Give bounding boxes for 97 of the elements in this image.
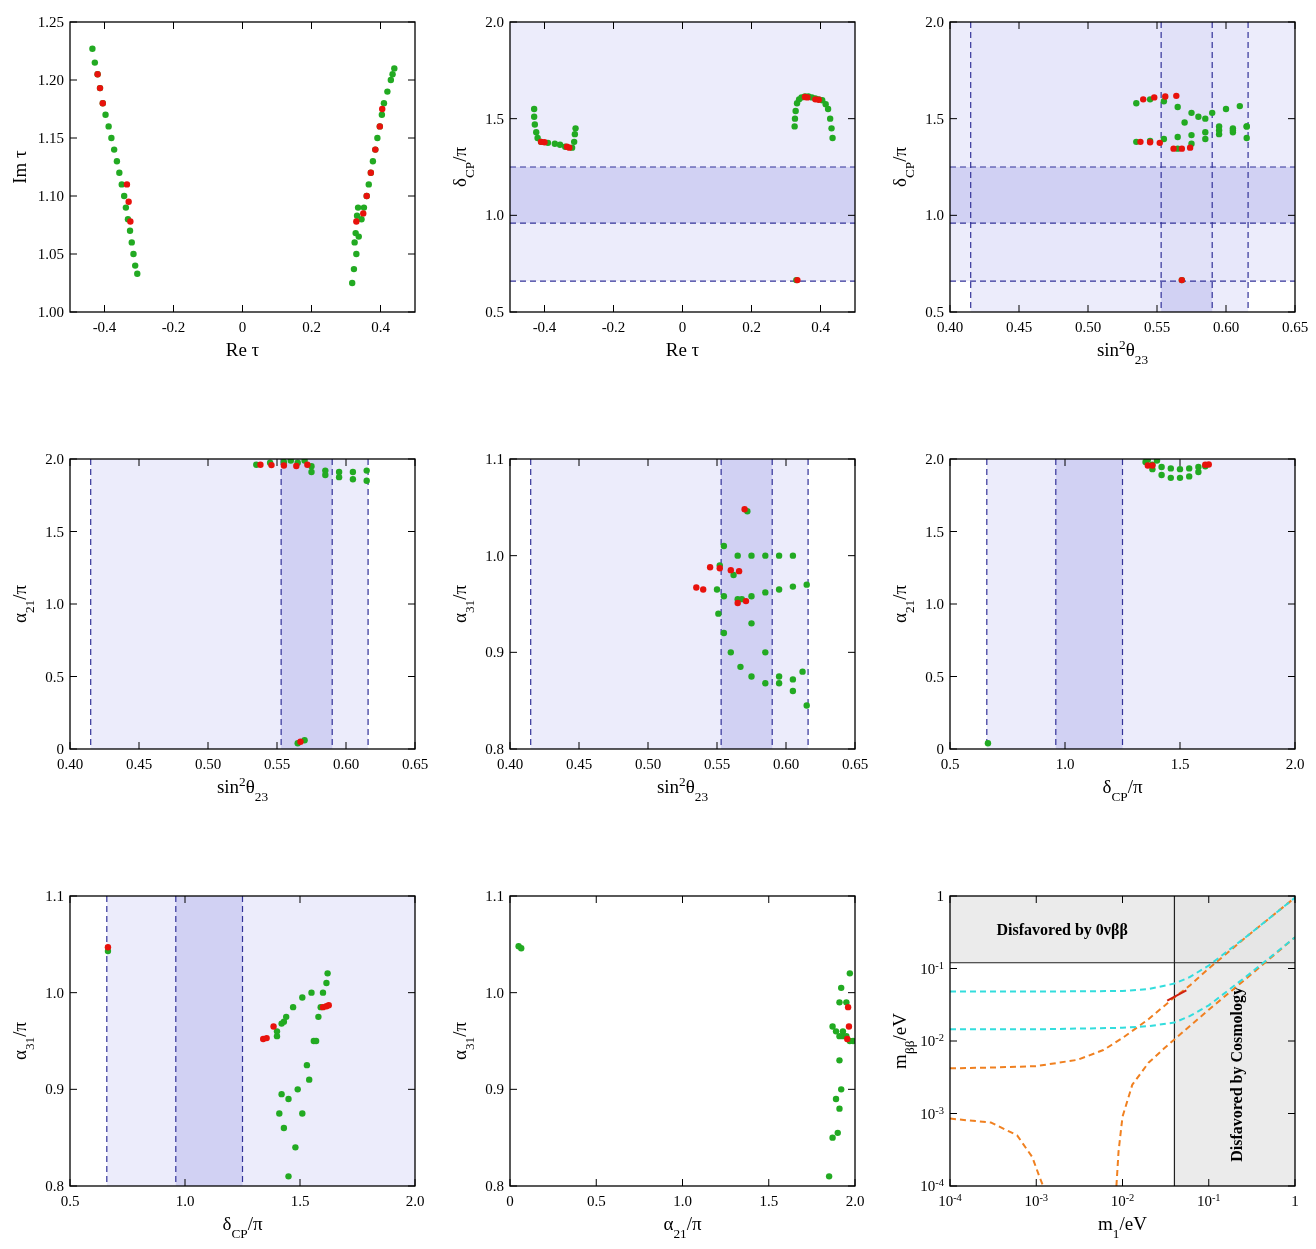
y-tick-label: 2.0	[925, 451, 944, 467]
y-tick-label: 0.5	[485, 304, 504, 320]
band-label: Disfavored by Cosmology	[1227, 986, 1246, 1162]
x-tick-label: -0.4	[92, 319, 117, 335]
x-tick-label: 1.0	[175, 1193, 195, 1209]
y-tick-label: 0.8	[45, 1178, 64, 1194]
x-tick-label: 0.2	[742, 319, 761, 335]
x-tick-label: 0.4	[811, 319, 831, 335]
x-tick-label: 0.40	[56, 756, 84, 772]
y-tick-label: 10$^{-1}$	[920, 959, 944, 977]
x-tick-label: 0.5	[60, 1193, 80, 1209]
y-axis-title: Im τ	[9, 149, 30, 184]
y-tick-label: 1.0	[485, 984, 504, 1001]
y-tick-label: 10$^{-2}$	[920, 1031, 944, 1049]
x-axis-title: m$_{1}$/eV	[1098, 1213, 1148, 1241]
y-tick-label: 0	[936, 741, 944, 757]
y-tick-label: 0.8	[485, 741, 504, 757]
x-tick-label: 0.65	[841, 756, 869, 772]
y-tick-label: 1.00	[37, 304, 64, 320]
y-tick-label: 1.0	[925, 207, 944, 224]
x-tick-label: 0.45	[1005, 319, 1033, 335]
y-tick-label: 0.5	[925, 304, 944, 320]
x-tick-label: 0.45	[565, 756, 593, 772]
x-axis-title: Re τ	[225, 339, 260, 360]
x-tick-label: 0.45	[125, 756, 153, 772]
x-axis-title: δ$_{CP}$/π	[222, 1213, 263, 1241]
x-axis-title: sin$^{2}$θ$_{23}$	[656, 773, 709, 804]
y-tick-label: 1.10	[37, 188, 64, 204]
x-tick-label: 1.0	[1055, 756, 1075, 772]
y-tick-label: 1.5	[925, 110, 944, 127]
y-tick-label: 1.25	[37, 14, 64, 30]
y-tick-label: 0.9	[485, 1081, 504, 1098]
x-axis-title: δ$_{CP}$/π	[1102, 776, 1143, 804]
y-tick-label: 0.5	[925, 668, 944, 685]
x-tick-label: 0.60	[772, 756, 800, 772]
y-tick-label: 1.0	[45, 984, 64, 1001]
x-tick-label: 1	[1291, 1193, 1299, 1209]
x-tick-label: 10$^{-2}$	[1110, 1191, 1135, 1209]
y-tick-label: 2.0	[925, 14, 944, 30]
x-tick-label: -0.2	[601, 319, 626, 335]
x-tick-label: 1.5	[1170, 756, 1190, 772]
x-tick-label: 0.55	[1143, 319, 1171, 335]
y-tick-label: 1.1	[485, 451, 504, 467]
x-tick-label: 0.55	[703, 756, 731, 772]
x-axis-title: sin$^{2}$θ$_{23}$	[1096, 336, 1149, 367]
x-tick-label: 0.50	[1074, 319, 1102, 335]
y-tick-label: 0.9	[485, 644, 504, 661]
x-tick-label: 0.40	[936, 319, 964, 335]
x-tick-label: 2.0	[845, 1193, 865, 1209]
y-tick-label: 0.9	[45, 1081, 64, 1098]
x-tick-label: 0.55	[263, 756, 291, 772]
x-tick-label: -0.4	[532, 319, 557, 335]
y-tick-label: 1.1	[45, 888, 64, 904]
x-tick-label: 1.5	[290, 1193, 310, 1209]
y-tick-label: 10$^{-4}$	[920, 1176, 945, 1194]
x-tick-label: 0.60	[332, 756, 360, 772]
y-tick-label: 2.0	[45, 451, 64, 467]
x-tick-label: 0	[506, 1193, 514, 1209]
y-tick-label: 1.1	[485, 888, 504, 904]
x-tick-label: 0.2	[302, 319, 321, 335]
y-tick-label: 1.5	[45, 523, 64, 540]
y-tick-label: 1.5	[925, 523, 944, 540]
y-tick-label: 0.5	[45, 668, 64, 685]
y-tick-label: 10$^{-3}$	[920, 1104, 944, 1122]
x-tick-label: 0.40	[496, 756, 524, 772]
y-tick-label: 1.05	[37, 246, 64, 262]
x-tick-label: 0.5	[586, 1193, 606, 1209]
y-tick-label: 1.5	[485, 110, 504, 127]
x-tick-label: 2.0	[1285, 756, 1305, 772]
y-tick-label: 2.0	[485, 14, 504, 30]
x-tick-label: 0	[678, 319, 687, 335]
x-tick-label: 2.0	[405, 1193, 425, 1209]
x-axis-title: α$_{21}$/π	[663, 1213, 702, 1241]
x-tick-label: 0.65	[401, 756, 429, 772]
x-tick-label: 1.0	[673, 1193, 692, 1209]
x-axis-title: Re τ	[665, 339, 700, 360]
x-tick-label: 10$^{-1}$	[1196, 1191, 1221, 1209]
y-tick-label: 1.20	[37, 72, 64, 88]
band-label: Disfavored by 0νββ	[996, 921, 1128, 940]
x-tick-label: 0.4	[371, 319, 391, 335]
y-tick-label: 0.8	[485, 1178, 504, 1194]
y-tick-label: 1.0	[925, 596, 944, 612]
y-tick-label: 1.15	[37, 130, 64, 146]
x-tick-label: -0.2	[161, 319, 186, 335]
y-tick-label: 1.0	[45, 596, 64, 612]
x-tick-label: 0	[238, 319, 247, 335]
x-tick-label: 0.50	[634, 756, 662, 772]
y-tick-label: 1.0	[485, 207, 504, 224]
x-tick-label: 10$^{-3}$	[1024, 1191, 1049, 1209]
x-tick-label: 1.5	[759, 1193, 779, 1209]
x-tick-label: 0.50	[194, 756, 222, 772]
x-tick-label: 0.65	[1281, 319, 1309, 335]
x-tick-label: 0.60	[1212, 319, 1240, 335]
x-axis-title: sin$^{2}$θ$_{23}$	[216, 773, 269, 804]
y-tick-label: 0	[56, 741, 64, 757]
y-tick-label: 1	[936, 888, 944, 904]
y-tick-label: 1.0	[485, 547, 504, 564]
